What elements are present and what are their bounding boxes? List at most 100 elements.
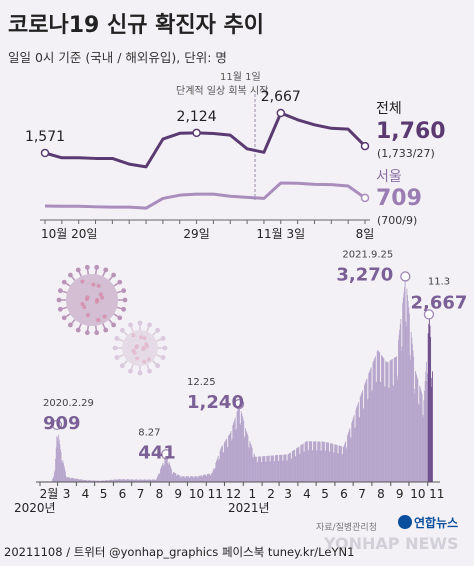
daily-bar xyxy=(142,480,144,482)
daily-bar xyxy=(254,455,256,482)
daily-bar xyxy=(106,480,107,482)
daily-bar xyxy=(139,479,141,482)
daily-bar xyxy=(140,479,142,482)
daily-bar xyxy=(422,414,424,482)
daily-bar xyxy=(429,325,431,482)
daily-bar xyxy=(112,480,114,482)
daily-bar xyxy=(181,476,183,482)
daily-bar xyxy=(346,447,348,482)
daily-bar xyxy=(282,460,284,482)
year-label-2020: 2020년 xyxy=(14,501,56,515)
daily-bar xyxy=(77,478,78,482)
daily-bar xyxy=(65,475,67,482)
daily-bar xyxy=(167,463,169,482)
daily-bar xyxy=(140,479,141,482)
daily-bar xyxy=(270,455,272,482)
daily-bar xyxy=(240,411,242,482)
daily-bar xyxy=(222,452,224,482)
daily-bar xyxy=(56,437,58,482)
daily-bar xyxy=(124,479,126,482)
daily-bar xyxy=(405,326,407,482)
daily-bar xyxy=(417,379,419,482)
bar-x-tick-label: 3 xyxy=(63,487,71,501)
bar-x-tick-label: 1 xyxy=(248,487,256,501)
daily-bar xyxy=(191,476,192,482)
daily-bar xyxy=(79,479,81,482)
seoul-series-name: 서울 xyxy=(376,169,402,185)
daily-bar xyxy=(275,455,277,482)
daily-bar xyxy=(61,462,63,482)
daily-bar xyxy=(198,475,200,482)
daily-bar xyxy=(334,444,336,482)
daily-bar xyxy=(319,441,320,482)
daily-bar xyxy=(239,423,241,482)
daily-bar xyxy=(322,441,324,482)
daily-bar xyxy=(252,458,254,482)
daily-bar xyxy=(260,456,262,482)
daily-bar xyxy=(93,480,95,482)
daily-bar xyxy=(96,480,98,482)
daily-bar xyxy=(157,476,158,482)
daily-bar xyxy=(110,479,112,482)
daily-bar xyxy=(327,442,328,482)
daily-bar xyxy=(386,362,388,482)
daily-bar xyxy=(265,461,266,482)
daily-bar xyxy=(232,423,234,482)
daily-bar xyxy=(188,476,189,482)
daily-bar xyxy=(223,442,225,482)
daily-bar xyxy=(94,480,95,482)
daily-bar xyxy=(274,455,276,482)
daily-bar xyxy=(416,375,418,482)
daily-bar xyxy=(402,303,404,482)
daily-bar xyxy=(365,380,367,482)
daily-bar xyxy=(69,477,70,482)
daily-bar xyxy=(85,480,87,482)
daily-bar xyxy=(169,465,171,482)
total-point-marker xyxy=(40,148,50,158)
daily-bar xyxy=(224,441,226,482)
daily-bar xyxy=(73,478,75,482)
daily-bar xyxy=(120,479,122,482)
daily-bar xyxy=(377,350,379,482)
daily-bar xyxy=(332,443,334,482)
daily-bar xyxy=(335,444,337,482)
daily-bar xyxy=(132,479,134,482)
daily-bar xyxy=(310,441,311,482)
daily-bar xyxy=(337,453,339,482)
bar-x-tick-label: 4 xyxy=(82,487,90,501)
daily-bar xyxy=(55,447,57,482)
daily-bar xyxy=(180,477,182,482)
daily-bar xyxy=(373,359,375,482)
daily-bar xyxy=(151,479,153,482)
daily-bar xyxy=(225,440,226,482)
daily-bar xyxy=(317,441,319,482)
daily-bar xyxy=(228,435,229,482)
daily-bar xyxy=(121,479,123,482)
daily-bar xyxy=(203,474,205,482)
daily-bar xyxy=(315,441,317,482)
daily-bar xyxy=(364,385,365,482)
daily-bar xyxy=(309,441,311,482)
daily-bar xyxy=(91,480,93,482)
daily-bar xyxy=(103,480,105,482)
daily-bar xyxy=(303,451,305,482)
daily-bar xyxy=(400,319,402,482)
daily-bar xyxy=(426,381,428,482)
daily-bar xyxy=(172,471,174,482)
daily-bar xyxy=(262,456,264,482)
daily-bar xyxy=(296,447,298,482)
daily-bar xyxy=(320,450,322,482)
total-series-name: 전체 xyxy=(376,101,402,117)
daily-bar xyxy=(189,477,191,482)
daily-bar xyxy=(301,444,303,482)
daily-bar xyxy=(402,297,404,482)
daily-bar xyxy=(424,390,425,482)
daily-bar xyxy=(246,433,248,482)
daily-bar xyxy=(410,331,412,482)
daily-bar xyxy=(113,479,115,482)
daily-bar xyxy=(262,456,263,482)
daily-bar xyxy=(245,430,247,482)
daily-bar xyxy=(340,446,342,482)
daily-bar xyxy=(72,477,74,482)
